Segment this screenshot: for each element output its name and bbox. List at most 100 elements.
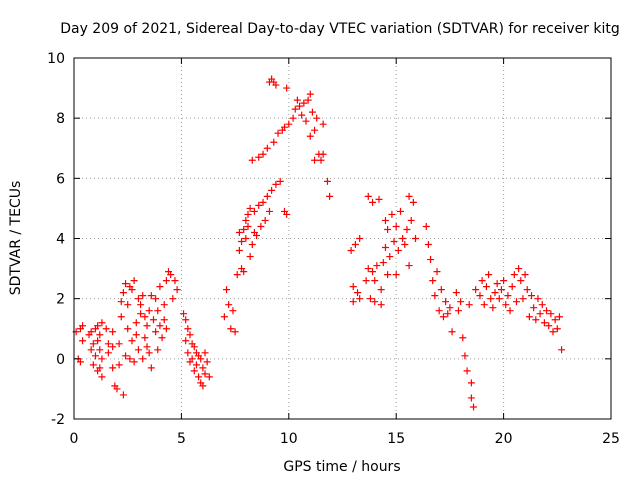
data-point [407, 216, 415, 224]
data-point [379, 259, 387, 267]
data-point [117, 298, 125, 306]
data-point [306, 132, 314, 140]
data-point [122, 352, 130, 360]
data-point [96, 364, 104, 372]
data-point [349, 283, 357, 291]
data-point [261, 216, 269, 224]
data-point [377, 301, 385, 309]
data-point [510, 271, 518, 279]
data-point [263, 144, 271, 152]
data-point [156, 283, 164, 291]
data-point [119, 289, 127, 297]
data-point [457, 298, 465, 306]
data-point [263, 192, 271, 200]
data-point [158, 334, 166, 342]
data-point [117, 313, 125, 321]
data-point [482, 283, 490, 291]
data-point [242, 235, 250, 242]
data-point [465, 301, 473, 309]
data-point [79, 337, 87, 345]
y-axis-ticks: -2 0 2 4 6 8 10 [47, 51, 611, 428]
data-point [549, 328, 557, 336]
data-point [244, 210, 252, 218]
data-point [162, 277, 170, 285]
data-point [401, 241, 409, 249]
data-point [124, 301, 132, 309]
data-point [132, 331, 140, 339]
data-point [255, 153, 263, 161]
data-point [285, 120, 293, 128]
data-point [525, 313, 533, 321]
data-point [197, 355, 205, 363]
data-point [188, 355, 196, 363]
data-point [356, 235, 364, 242]
data-point [139, 355, 147, 363]
data-point [485, 271, 493, 279]
data-point [555, 313, 563, 321]
data-point [538, 301, 546, 309]
data-point [122, 280, 130, 288]
data-point [558, 346, 566, 354]
data-point [384, 271, 392, 279]
data-point [517, 277, 525, 285]
data-point [392, 222, 400, 230]
data-point [240, 268, 248, 276]
data-point [89, 340, 97, 348]
data-point [154, 307, 162, 315]
data-point [128, 337, 136, 345]
data-point [480, 301, 488, 309]
data-point [250, 207, 258, 215]
data-point [253, 231, 261, 239]
data-point [506, 307, 514, 315]
data-point [160, 301, 168, 309]
data-point [139, 292, 147, 300]
y-tick-label: 10 [47, 51, 65, 67]
data-point [369, 198, 377, 206]
data-point [478, 277, 486, 285]
data-point [205, 373, 213, 381]
data-point [429, 277, 437, 285]
data-point [115, 361, 123, 369]
data-point [276, 177, 284, 185]
data-point [134, 295, 142, 303]
data-point [126, 355, 134, 363]
data-point [504, 292, 512, 300]
data-point [182, 337, 190, 345]
data-point [349, 298, 357, 306]
data-point [319, 120, 327, 128]
data-point [495, 295, 503, 303]
y-tick-label: 4 [56, 232, 65, 248]
data-point [373, 262, 381, 270]
data-point [137, 310, 145, 318]
data-point [119, 391, 127, 399]
data-point [493, 280, 501, 288]
data-point [184, 325, 192, 333]
y-tick-label: 6 [56, 171, 65, 187]
data-point [500, 277, 508, 285]
x-axis-label: GPS time / hours [283, 459, 400, 475]
data-point [87, 346, 95, 354]
data-point [96, 331, 104, 339]
data-point [154, 346, 162, 354]
data-point [246, 204, 254, 212]
data-point [444, 310, 452, 318]
data-point [94, 322, 102, 330]
data-point [448, 328, 456, 336]
data-point [369, 268, 377, 276]
data-point [347, 247, 355, 255]
data-point [124, 325, 132, 333]
data-point [431, 292, 439, 300]
data-point [476, 292, 484, 300]
data-point [184, 349, 192, 357]
data-point [246, 253, 254, 261]
data-point [223, 286, 231, 294]
data-point [167, 271, 175, 279]
data-point [199, 364, 207, 372]
data-point [467, 394, 475, 402]
data-point [470, 403, 478, 411]
data-point [463, 367, 471, 375]
data-point [227, 325, 235, 333]
data-point [283, 84, 291, 92]
data-point [259, 150, 267, 158]
data-point [319, 150, 327, 158]
